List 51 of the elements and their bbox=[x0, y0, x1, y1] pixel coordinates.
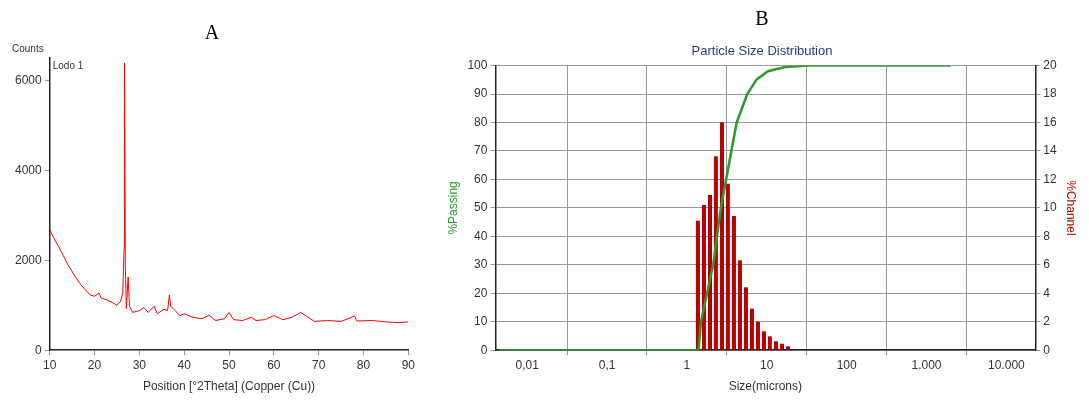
x-tick-label: 100 bbox=[836, 357, 857, 372]
y-axis-title: %Passing bbox=[445, 181, 460, 235]
x-tick-label: 30 bbox=[132, 357, 147, 372]
y2-tick-label: 12 bbox=[1043, 171, 1057, 186]
y-tick-label: 60 bbox=[474, 171, 488, 186]
y2-tick-label: 4 bbox=[1043, 285, 1051, 300]
x-tick-label: 20 bbox=[87, 357, 102, 372]
x-tick-label: 1 bbox=[683, 357, 691, 372]
x-tick-label: 0,1 bbox=[598, 357, 616, 372]
y-tick-label: 2000 bbox=[14, 252, 43, 267]
annotation: Lodo 1 bbox=[52, 59, 84, 71]
y-axis-title: Counts bbox=[12, 42, 44, 54]
y2-tick-label: 16 bbox=[1043, 114, 1057, 129]
x-axis-title: Position [°2Theta] (Copper (Cu)) bbox=[142, 379, 316, 394]
x-tick-label: 40 bbox=[177, 357, 192, 372]
y-tick-label: 0 bbox=[35, 342, 43, 357]
chart-subtitle: Particle Size Distribution bbox=[691, 43, 833, 59]
y2-tick-label: 10 bbox=[1043, 200, 1057, 215]
x-tick-label: 60 bbox=[267, 357, 281, 372]
chart-title: B bbox=[755, 7, 769, 30]
y-tick-label: 90 bbox=[474, 86, 488, 101]
y2-tick-label: 14 bbox=[1043, 143, 1057, 158]
y-tick-label: 6000 bbox=[14, 72, 43, 87]
y-tick-label: 50 bbox=[474, 200, 488, 215]
y2-tick-label: 8 bbox=[1043, 228, 1051, 243]
y-tick-label: 70 bbox=[474, 143, 488, 158]
y2-tick-label: 0 bbox=[1043, 342, 1051, 357]
y2-tick-label: 6 bbox=[1043, 257, 1051, 272]
y2-axis-title: %Channel bbox=[1064, 180, 1079, 236]
y-tick-label: 20 bbox=[474, 285, 488, 300]
x-axis-title: Size(microns) bbox=[728, 379, 803, 394]
y2-tick-label: 20 bbox=[1043, 57, 1057, 72]
y2-tick-label: 2 bbox=[1043, 314, 1051, 329]
y-tick-label: 10 bbox=[474, 314, 488, 329]
y-tick-label: 40 bbox=[474, 228, 488, 243]
y-tick-label: 80 bbox=[474, 114, 488, 129]
x-tick-label: 10 bbox=[760, 357, 774, 372]
x-tick-label: 50 bbox=[222, 357, 236, 372]
x-tick-label: 70 bbox=[311, 357, 326, 372]
x-tick-label: 90 bbox=[401, 357, 416, 372]
x-tick-label: 1.000 bbox=[911, 357, 942, 372]
x-tick-label: 10 bbox=[43, 357, 57, 372]
y-tick-label: 30 bbox=[474, 257, 488, 272]
y2-tick-label: 18 bbox=[1043, 86, 1057, 101]
y-tick-label: 100 bbox=[467, 57, 488, 72]
x-tick-label: 80 bbox=[356, 357, 371, 372]
chart-title: A bbox=[204, 21, 220, 44]
y-tick-label: 4000 bbox=[14, 162, 43, 177]
x-tick-label: 0,01 bbox=[515, 357, 540, 372]
x-tick-label: 10.000 bbox=[988, 357, 1026, 372]
y-tick-label: 0 bbox=[480, 342, 488, 357]
